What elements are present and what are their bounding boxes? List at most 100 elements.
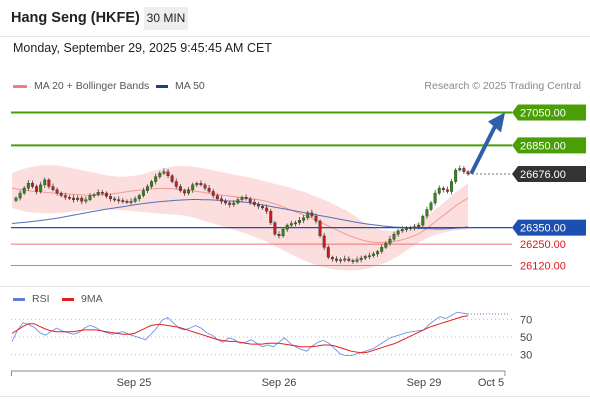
level-value-5: 26120.00 [520,260,566,272]
level-label-current [512,165,586,182]
candle [318,220,322,237]
candle [228,202,232,205]
candle [104,192,108,197]
candle [355,259,359,262]
candle [450,181,454,192]
candle [421,215,425,226]
candle [63,195,67,198]
candle [109,196,112,200]
legend-rsi-label: RSI [32,293,50,305]
candle [256,204,260,207]
legend-rsi-ma-label: 9MA [81,293,103,305]
level-label-pivot [512,219,586,236]
candle [158,173,162,177]
candle [129,201,133,203]
candle [425,209,429,217]
copyright-text: Research © 2025 Trading Central [424,80,581,92]
candle [429,202,433,210]
candle [84,199,88,202]
candle [170,175,174,182]
candle [137,195,141,200]
candle [298,220,302,223]
candle [191,184,195,190]
candle [174,181,178,187]
candle [445,189,449,192]
bollinger-band [12,165,468,271]
level-value-3: 26350.00 [520,223,566,235]
candle [273,222,277,235]
candle [289,223,293,226]
candle [359,257,363,260]
legend-rsi: RSI [13,293,50,305]
candle [458,168,462,171]
candle [433,192,437,204]
candle [232,202,236,205]
candle [326,247,330,258]
legend-rsi-ma: 9MA [62,293,103,305]
candle [55,189,59,194]
rsi-ma-swatch [62,297,74,301]
interval-button[interactable]: 30 MIN [144,7,188,30]
level-label-resistance [512,104,586,121]
candle [335,258,338,261]
rsi-swatch [13,297,25,301]
candle [285,224,289,230]
forecast-arrow-head [488,112,505,133]
candle [392,234,396,240]
timestamp: Monday, September 29, 2025 9:45:45 AM CE… [13,41,272,55]
candle [88,195,92,200]
candle [195,183,199,186]
candle [113,198,117,201]
candle [133,198,137,202]
candle [26,183,30,189]
candle [100,192,104,194]
candle [39,184,43,192]
candle [211,191,215,196]
level-value-0: 27050.00 [520,107,566,119]
time-tick-label: Sep 29 [407,377,442,389]
rsi-tick-label: 30 [520,350,532,362]
candle [22,187,26,194]
candle [380,247,384,252]
ma20-line [11,187,469,243]
candle [314,215,318,222]
level-value-4: 26250.00 [520,239,566,251]
ma50-line [11,199,469,230]
candle [330,257,334,260]
candle [261,206,265,209]
candle [121,200,125,202]
candle [224,201,228,204]
candle [310,212,314,217]
legend-ma50: MA 50 [156,80,205,92]
candle [182,190,186,194]
candle [417,224,421,228]
candle [351,260,355,262]
candle [14,197,18,201]
candle [92,194,96,197]
candle [404,228,408,230]
level-label-resistance [512,137,586,154]
candle [339,259,343,262]
candle [236,199,240,204]
time-tick-label: Oct 5 [478,377,504,389]
candle [367,255,371,258]
candle [408,227,412,230]
candle [265,207,269,212]
candle [80,197,84,202]
candle [413,226,417,229]
candle [302,217,306,221]
candle [203,184,207,189]
candle [146,186,149,191]
legend-bollinger: MA 20 + Bollinger Bands [13,80,149,92]
candle [363,256,367,259]
candle [248,198,252,203]
chart-header: Hang Seng (HKFE) 30 MIN [0,0,590,36]
candle [396,230,400,235]
time-tick-label: Sep 25 [117,377,152,389]
rsi-ma-line [11,315,469,354]
candle [441,187,445,190]
candle [277,234,281,237]
candle [400,229,404,232]
candle [141,190,145,196]
